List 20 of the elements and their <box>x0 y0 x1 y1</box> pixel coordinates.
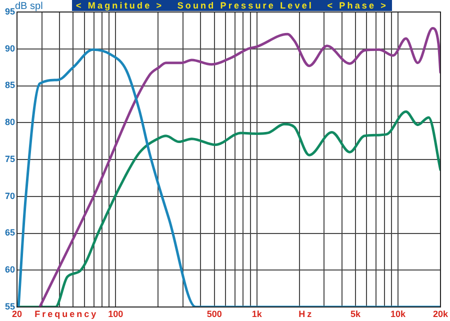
y-tick-label: 65 <box>4 228 15 238</box>
chart-title: < Magnitude > Sound Pressure Level < Phase > <box>76 0 388 10</box>
x-tick-label: 20k <box>432 308 449 319</box>
y-tick-label: 60 <box>4 264 15 275</box>
x-tick-label: 5k <box>350 308 362 319</box>
y-tick-label: 75 <box>4 154 15 164</box>
x-tick-label: 500 <box>206 308 222 319</box>
y-tick-label: 80 <box>4 117 15 128</box>
y-tick-label: 90 <box>4 43 15 54</box>
y-axis-title: dB spl <box>15 0 43 12</box>
x-axis-title: Frequency <box>34 308 98 319</box>
x-tick-label: 10k <box>390 308 406 319</box>
y-tick-label: 55 <box>4 301 15 312</box>
x-tick-label: 20 <box>12 308 22 319</box>
y-tick-label: 85 <box>4 80 15 90</box>
y-tick-label: 70 <box>4 190 15 201</box>
x-tick-label: 1k <box>252 308 263 319</box>
text: Hz <box>298 308 314 319</box>
x-tick-label: 100 <box>108 308 124 319</box>
y-tick-label: 95 <box>4 6 15 16</box>
